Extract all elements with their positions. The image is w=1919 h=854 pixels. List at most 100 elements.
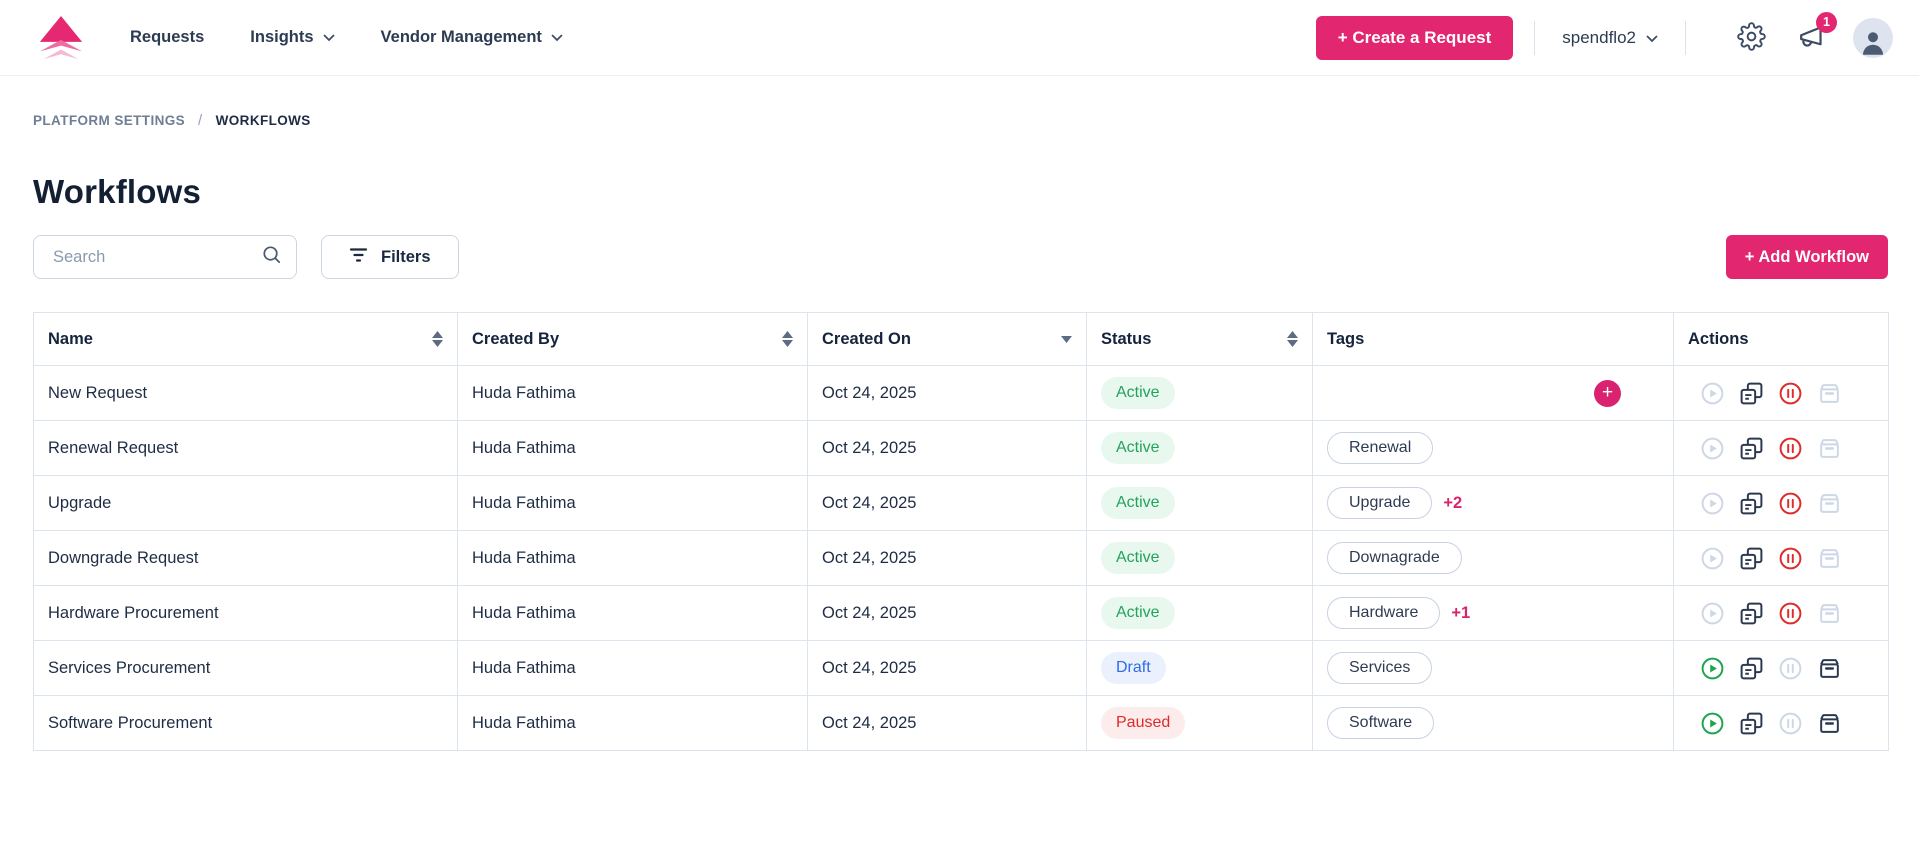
- nav-item-vendor-management[interactable]: Vendor Management: [381, 28, 563, 47]
- copy-action-button[interactable]: [1739, 656, 1764, 681]
- status-badge: Active: [1101, 597, 1175, 629]
- breadcrumb: PLATFORM SETTINGS / WORKFLOWS: [33, 112, 1888, 129]
- archive-action-button[interactable]: [1817, 711, 1842, 736]
- play-action-button[interactable]: [1700, 381, 1725, 406]
- chevron-down-icon: [551, 28, 563, 47]
- archive-action-button[interactable]: [1817, 436, 1842, 461]
- announcements-button[interactable]: 1: [1796, 11, 1837, 55]
- table-row[interactable]: Downgrade Request Huda Fathima Oct 24, 2…: [33, 530, 1889, 586]
- divider: [1685, 20, 1686, 55]
- toolbar: Filters + Add Workflow: [33, 235, 1888, 279]
- archive-action-button[interactable]: [1817, 656, 1842, 681]
- gear-icon: [1737, 21, 1766, 54]
- search-input[interactable]: [51, 246, 260, 268]
- breadcrumb-platform-settings[interactable]: PLATFORM SETTINGS: [33, 113, 186, 128]
- workflow-name: Renewal Request: [48, 438, 179, 457]
- column-header[interactable]: Tags: [1312, 312, 1674, 366]
- column-header[interactable]: Actions: [1673, 312, 1889, 366]
- play-action-button[interactable]: [1700, 491, 1725, 516]
- pause-action-button[interactable]: [1778, 656, 1803, 681]
- megaphone-icon: [1796, 21, 1827, 55]
- breadcrumb-workflows: WORKFLOWS: [215, 113, 311, 128]
- nav-item-insights[interactable]: Insights: [250, 28, 334, 47]
- play-action-button[interactable]: [1700, 656, 1725, 681]
- created-on: Oct 24, 2025: [822, 383, 917, 402]
- play-action-button[interactable]: [1700, 436, 1725, 461]
- created-by: Huda Fathima: [472, 658, 576, 677]
- create-request-button[interactable]: + Create a Request: [1315, 15, 1514, 60]
- add-tag-button[interactable]: +: [1594, 379, 1621, 407]
- plus-icon: +: [1601, 381, 1614, 403]
- play-action-button[interactable]: [1700, 711, 1725, 736]
- play-action-button[interactable]: [1700, 546, 1725, 571]
- workflow-name: Hardware Procurement: [48, 603, 219, 622]
- sort-icon: [1287, 330, 1298, 348]
- table-row[interactable]: Renewal Request Huda Fathima Oct 24, 202…: [33, 420, 1889, 476]
- copy-action-button[interactable]: [1739, 546, 1764, 571]
- workflow-name: Upgrade: [48, 493, 112, 512]
- tag-pill: Software: [1327, 707, 1435, 739]
- user-avatar[interactable]: [1853, 17, 1893, 58]
- workflows-page: PLATFORM SETTINGS / WORKFLOWS Workflows …: [0, 76, 1919, 751]
- status-badge: Active: [1101, 542, 1175, 574]
- extra-tags-count: +1: [1451, 603, 1471, 622]
- created-on: Oct 24, 2025: [822, 438, 917, 457]
- table-row[interactable]: Services Procurement Huda Fathima Oct 24…: [33, 640, 1889, 696]
- filters-button[interactable]: Filters: [321, 235, 459, 279]
- column-label: Actions: [1688, 329, 1749, 348]
- created-on: Oct 24, 2025: [822, 493, 917, 512]
- workflow-name: Software Procurement: [48, 713, 213, 732]
- column-label: Created On: [822, 329, 911, 348]
- copy-action-button[interactable]: [1739, 381, 1764, 406]
- tag-pill: Upgrade: [1327, 487, 1433, 519]
- created-by: Huda Fathima: [472, 603, 576, 622]
- copy-action-button[interactable]: [1739, 601, 1764, 626]
- pause-action-button[interactable]: [1778, 546, 1803, 571]
- column-header[interactable]: Created On: [807, 312, 1087, 366]
- column-header[interactable]: Status: [1086, 312, 1313, 366]
- table-row[interactable]: Upgrade Huda Fathima Oct 24, 2025 Active…: [33, 475, 1889, 531]
- status-badge: Paused: [1101, 707, 1186, 739]
- table-row[interactable]: New Request Huda Fathima Oct 24, 2025 Ac…: [33, 365, 1889, 421]
- pause-action-button[interactable]: [1778, 601, 1803, 626]
- chevron-down-icon: [1646, 28, 1658, 48]
- column-header[interactable]: Created By: [457, 312, 808, 366]
- status-badge: Active: [1101, 432, 1175, 464]
- settings-gear-button[interactable]: [1737, 21, 1766, 54]
- main-nav: Requests Insights Vendor Management: [130, 28, 563, 47]
- pause-action-button[interactable]: [1778, 491, 1803, 516]
- notification-count-badge: 1: [1816, 11, 1837, 33]
- archive-action-button[interactable]: [1817, 491, 1842, 516]
- archive-action-button[interactable]: [1817, 546, 1842, 571]
- created-by: Huda Fathima: [472, 493, 576, 512]
- created-on: Oct 24, 2025: [822, 658, 917, 677]
- sort-icon: [1061, 335, 1072, 343]
- created-on: Oct 24, 2025: [822, 603, 917, 622]
- archive-action-button[interactable]: [1817, 601, 1842, 626]
- tag-pill: Hardware: [1327, 597, 1441, 629]
- table-row[interactable]: Software Procurement Huda Fathima Oct 24…: [33, 695, 1889, 751]
- copy-action-button[interactable]: [1739, 436, 1764, 461]
- column-label: Name: [48, 329, 93, 348]
- play-action-button[interactable]: [1700, 601, 1725, 626]
- nav-item-requests[interactable]: Requests: [130, 28, 205, 46]
- pause-action-button[interactable]: [1778, 711, 1803, 736]
- sort-icon: [782, 330, 793, 348]
- search-icon: [260, 243, 283, 271]
- pause-action-button[interactable]: [1778, 381, 1803, 406]
- tag-pill: Services: [1327, 652, 1433, 684]
- copy-action-button[interactable]: [1739, 711, 1764, 736]
- copy-action-button[interactable]: [1739, 491, 1764, 516]
- archive-action-button[interactable]: [1817, 381, 1842, 406]
- add-workflow-button[interactable]: + Add Workflow: [1725, 235, 1888, 279]
- status-badge: Active: [1101, 377, 1175, 409]
- created-by: Huda Fathima: [472, 548, 576, 567]
- created-by: Huda Fathima: [472, 438, 576, 457]
- table-row[interactable]: Hardware Procurement Huda Fathima Oct 24…: [33, 585, 1889, 641]
- column-header[interactable]: Name: [33, 312, 458, 366]
- workspace-switcher[interactable]: spendflo2: [1556, 27, 1664, 49]
- pause-action-button[interactable]: [1778, 436, 1803, 461]
- column-label: Status: [1101, 329, 1152, 348]
- created-on: Oct 24, 2025: [822, 548, 917, 567]
- workflow-name: Services Procurement: [48, 658, 211, 677]
